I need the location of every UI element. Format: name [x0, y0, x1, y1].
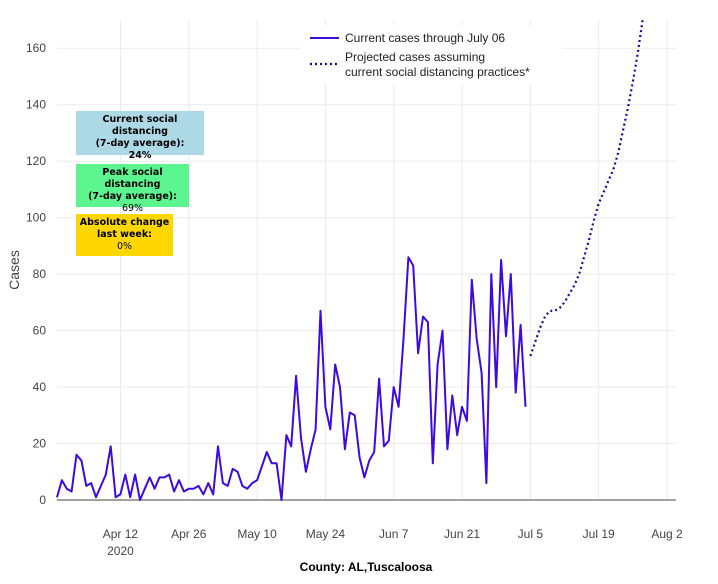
info-box-current-title1: Current social distancing [102, 114, 178, 137]
gridlines [57, 20, 676, 500]
y-tick-label: 40 [33, 380, 47, 394]
x-tick-label: Aug 2 [651, 527, 683, 541]
legend-label-projected-line2: current social distancing practices* [345, 65, 530, 79]
legend-label-current: Current cases through July 06 [345, 31, 505, 45]
y-tick-label: 120 [26, 154, 46, 168]
y-tick-label: 100 [26, 211, 46, 225]
x-axis-label: County: AL,Tuscaloosa [300, 560, 433, 574]
y-tick-label: 60 [33, 324, 47, 338]
info-box-current-value: 24% [128, 150, 152, 161]
x-tick-label: Jun 21 [444, 527, 480, 541]
series-current-cases-line [56, 256, 527, 501]
x-tick-label: Jul 5 [518, 527, 544, 541]
info-box-peak-distancing: Peak social distancing (7-day average): … [76, 164, 189, 214]
y-tick-label: 20 [33, 437, 47, 451]
info-box-change-title1: Absolute change [79, 217, 170, 228]
x-axis-ticks: Apr 12 2020 Apr 26 May 10 May 24 Jun 7 Jun 21 J… [103, 527, 683, 558]
y-tick-label: 80 [33, 267, 47, 281]
info-box-change-title2: last week: [97, 229, 152, 240]
info-box-current-title2: (7-day average): [95, 138, 185, 149]
info-box-peak-value: 69% [121, 203, 144, 214]
x-tick-label: Jun 7 [379, 527, 409, 541]
x-tick-label: May 24 [306, 527, 346, 541]
x-tick-label: Apr 12 [103, 527, 139, 541]
legend-label-projected-line1: Projected cases assuming [345, 50, 485, 64]
series-projected-cases-line [529, 19, 644, 357]
legend-background [300, 26, 562, 84]
legend[interactable]: Current cases through July 06 Projected … [300, 26, 562, 84]
y-tick-label: 140 [26, 98, 46, 112]
y-tick-label: 160 [26, 41, 46, 55]
x-tick-label: Jul 19 [583, 527, 615, 541]
x-tick-year-label: 2020 [107, 544, 134, 558]
info-box-peak-title1: Peak social distancing [102, 167, 163, 190]
y-tick-label: 0 [39, 493, 46, 507]
x-tick-label: Apr 26 [171, 527, 207, 541]
info-box-absolute-change: Absolute change last week: 0% [76, 214, 173, 256]
info-box-peak-title2: (7-day average): [88, 191, 177, 202]
y-axis-label: Cases [6, 250, 22, 290]
x-tick-label: May 10 [237, 527, 277, 541]
info-box-change-value: 0% [116, 241, 133, 252]
y-axis-ticks: 0 20 40 60 80 100 120 140 160 [26, 41, 46, 507]
info-box-current-distancing: Current social distancing (7-day average… [76, 111, 204, 161]
